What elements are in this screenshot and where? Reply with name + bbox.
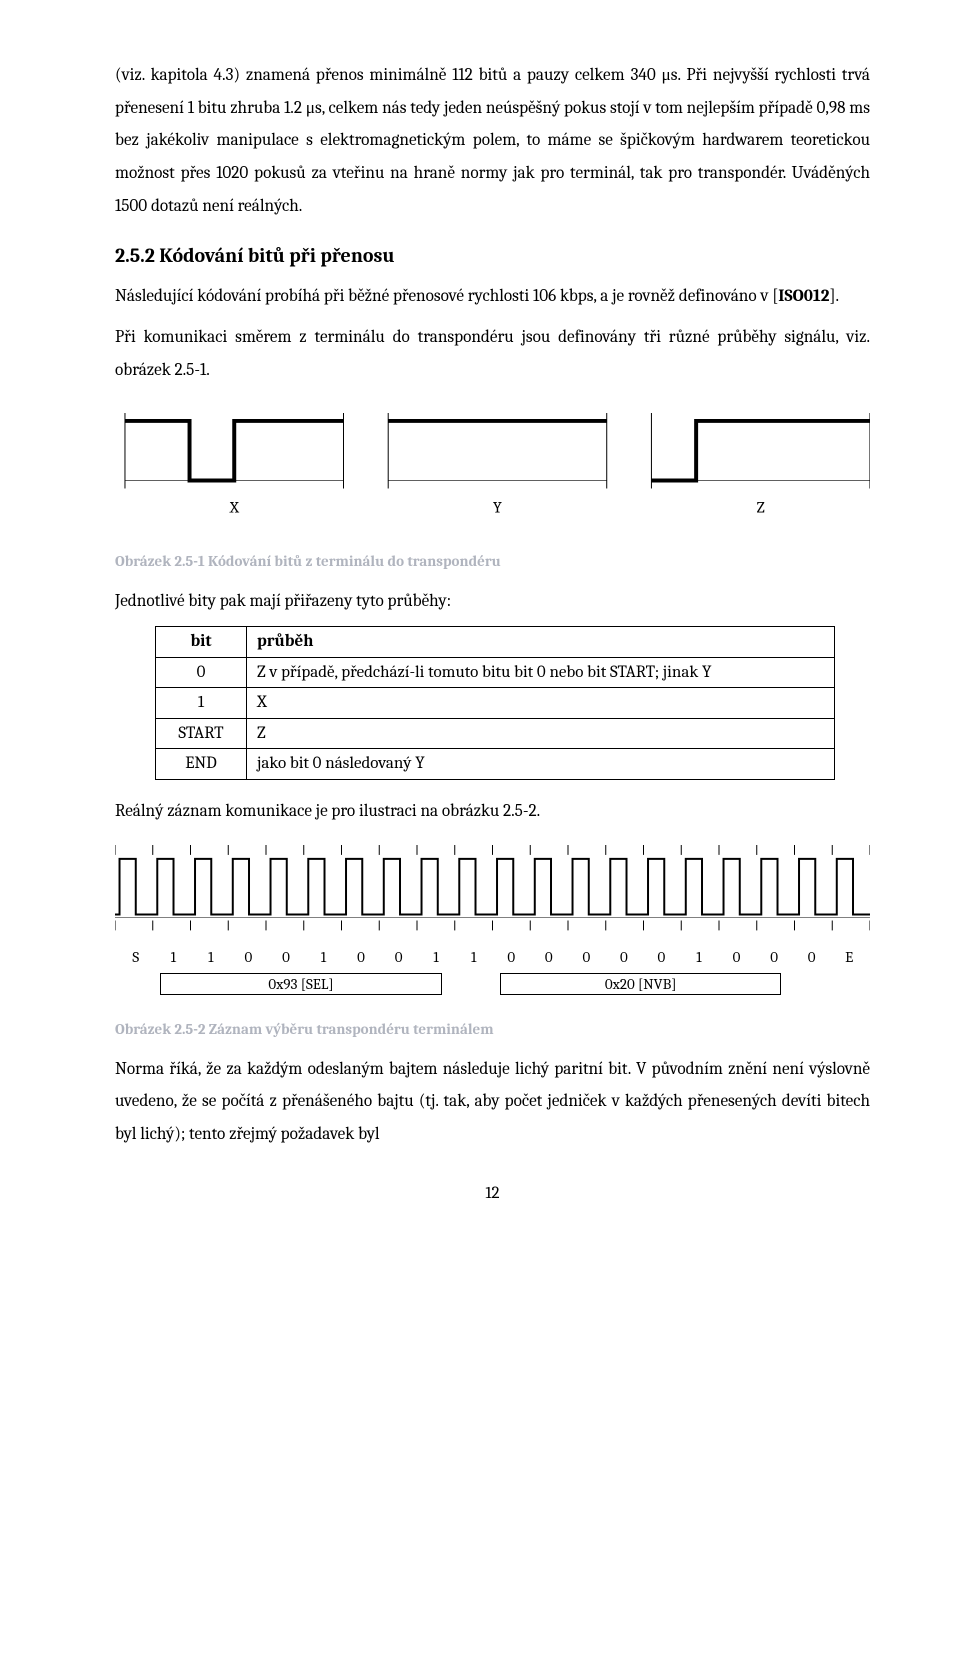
citation: ISO012	[778, 287, 829, 306]
bit-labels-row: S110010011000001000E	[115, 943, 870, 972]
figure-caption: Obrázek 2.5-2 Záznam výběru transpondéru…	[115, 1015, 870, 1044]
bit-label: 0	[230, 943, 268, 972]
section-heading: 2.5.2 Kódování bitů při přenosu	[115, 237, 870, 275]
byte-labels-row: 0x93 [SEL] 0x20 [NVB]	[115, 973, 870, 1001]
bit-label: 0	[605, 943, 643, 972]
table-cell: START	[156, 718, 247, 749]
bit-label: 0	[568, 943, 606, 972]
bit-label: 1	[192, 943, 230, 972]
bit-label: 0	[530, 943, 568, 972]
bit-label: 1	[680, 943, 718, 972]
page-number: 12	[115, 1178, 870, 1210]
paragraph: Reálný záznam komunikace je pro ilustrac…	[115, 796, 870, 829]
bit-label: 0	[342, 943, 380, 972]
paragraph: Následující kódování probíhá při běžné p…	[115, 281, 870, 314]
bit-label: 0	[718, 943, 756, 972]
bit-label: 0	[755, 943, 793, 972]
page-container: (viz. kapitola 4.3) znamená přenos minim…	[0, 0, 960, 1250]
bit-encoding-table: bitprůběh 0Z v případě, předchází-li tom…	[155, 626, 835, 780]
bit-label: S	[117, 943, 155, 972]
svg-text:Y: Y	[493, 499, 502, 517]
bit-label: 1	[155, 943, 193, 972]
figure-caption: Obrázek 2.5-1 Kódování bitů z terminálu …	[115, 547, 870, 576]
paragraph: Jednotlivé bity pak mají přiřazeny tyto …	[115, 586, 870, 619]
text-span: Následující kódování probíhá při běžné p…	[115, 287, 778, 306]
bit-label: 1	[455, 943, 493, 972]
bit-label: 0	[643, 943, 681, 972]
table-cell: Z	[247, 718, 835, 749]
bit-label: 1	[417, 943, 455, 972]
table-cell: X	[247, 688, 835, 719]
encoding-waveforms: X Y Z	[115, 411, 870, 520]
figure-encoding-xyz: X Y Z	[115, 411, 870, 533]
paragraph: Při komunikaci směrem z terminálu do tra…	[115, 322, 870, 387]
svg-text:Z: Z	[757, 499, 765, 517]
paragraph: (viz. kapitola 4.3) znamená přenos minim…	[115, 60, 870, 223]
table-cell: END	[156, 749, 247, 780]
table-cell: 0	[156, 657, 247, 688]
figure-waveform-record: S110010011000001000E 0x93 [SEL] 0x20 [NV…	[115, 843, 870, 1002]
table-cell: Z v případě, předchází-li tomuto bitu bi…	[247, 657, 835, 688]
bit-label: 0	[267, 943, 305, 972]
svg-text:X: X	[229, 499, 240, 517]
table-header: průběh	[247, 627, 835, 658]
byte-label: 0x93 [SEL]	[160, 973, 441, 995]
table-cell: 1	[156, 688, 247, 719]
table-header: bit	[156, 627, 247, 658]
bit-label: 0	[492, 943, 530, 972]
byte-label: 0x20 [NVB]	[500, 973, 781, 995]
text-span: ].	[829, 287, 839, 306]
bit-label: 0	[380, 943, 418, 972]
paragraph: Norma říká, že za každým odeslaným bajte…	[115, 1054, 870, 1152]
bit-label: 1	[305, 943, 343, 972]
signal-waveform	[115, 843, 870, 932]
bit-label: 0	[793, 943, 831, 972]
bit-label: E	[830, 943, 868, 972]
table-cell: jako bit 0 následovaný Y	[247, 749, 835, 780]
